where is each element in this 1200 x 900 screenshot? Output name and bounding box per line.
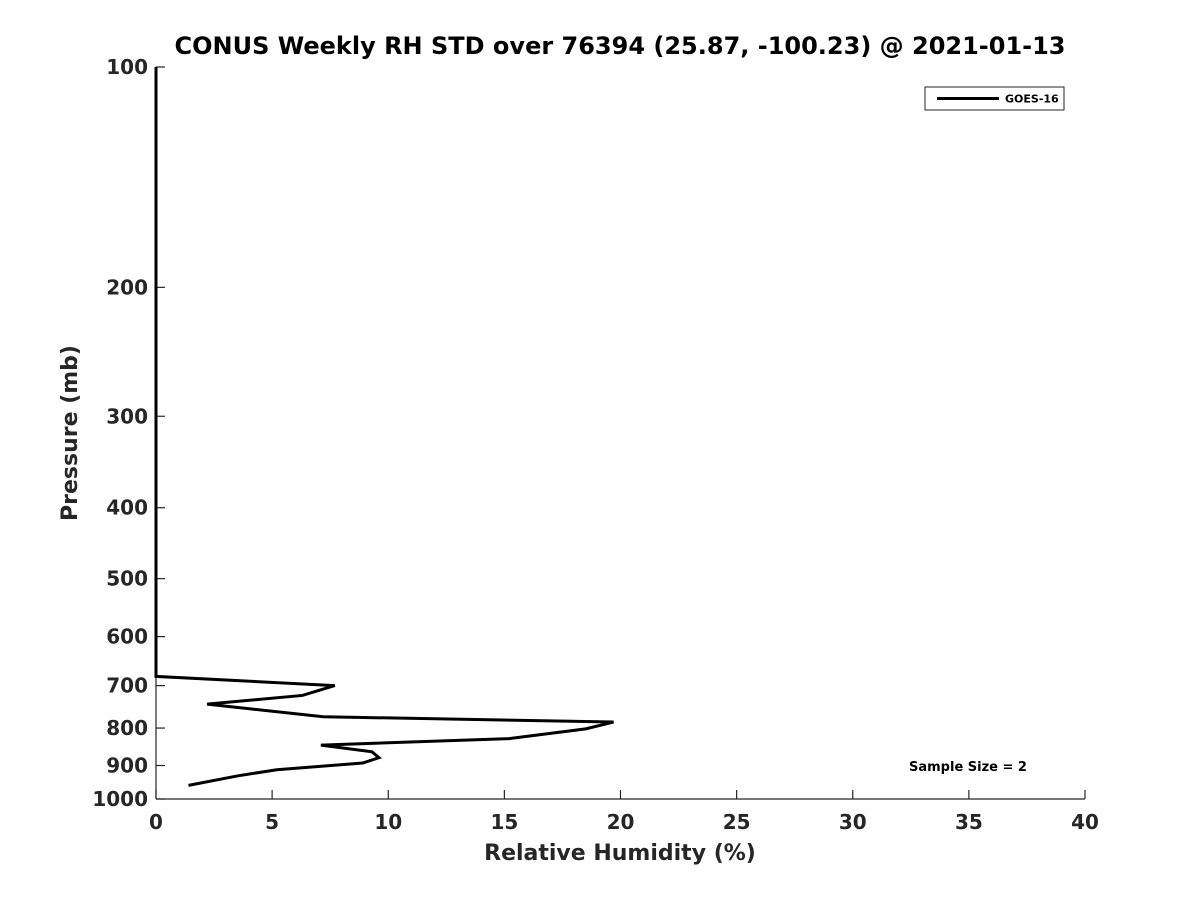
series-line-goes-16 bbox=[154, 67, 614, 787]
y-tick-label: 700 bbox=[106, 674, 148, 698]
series-group bbox=[154, 67, 614, 787]
legend-entry-goes-16: GOES-16 bbox=[1005, 93, 1059, 106]
y-axis-label: Pressure (mb) bbox=[58, 345, 83, 521]
y-tick-label: 100 bbox=[106, 55, 148, 79]
x-tick-label: 30 bbox=[839, 810, 867, 834]
legend: GOES-16 bbox=[924, 86, 1065, 111]
x-tick-label: 25 bbox=[723, 810, 751, 834]
x-tick-label: 35 bbox=[955, 810, 983, 834]
y-tick-label: 800 bbox=[106, 716, 148, 740]
y-tick-label: 1000 bbox=[92, 787, 148, 811]
x-tick-label: 20 bbox=[607, 810, 635, 834]
sample-size-annotation: Sample Size = 2 bbox=[909, 760, 1027, 775]
x-tick-label: 15 bbox=[490, 810, 518, 834]
y-tick-label: 500 bbox=[106, 567, 148, 591]
axes bbox=[155, 67, 1085, 800]
x-tick-label: 0 bbox=[149, 810, 163, 834]
x-tick-label: 10 bbox=[374, 810, 402, 834]
x-axis-ticks: 0 5 10 15 20 25 30 35 40 bbox=[149, 790, 1099, 834]
x-axis-label: Relative Humidity (%) bbox=[484, 841, 756, 866]
y-tick-label: 400 bbox=[106, 496, 148, 520]
y-tick-label: 200 bbox=[106, 275, 148, 299]
x-tick-label: 5 bbox=[265, 810, 279, 834]
y-axis-ticks: 100 200 300 400 500 600 700 800 900 1000 bbox=[92, 55, 165, 811]
x-tick-label: 40 bbox=[1071, 810, 1099, 834]
y-tick-label: 900 bbox=[106, 754, 148, 778]
y-tick-label: 300 bbox=[106, 404, 148, 428]
y-tick-label: 600 bbox=[106, 625, 148, 649]
chart-title: CONUS Weekly RH STD over 76394 (25.87, -… bbox=[174, 32, 1065, 60]
